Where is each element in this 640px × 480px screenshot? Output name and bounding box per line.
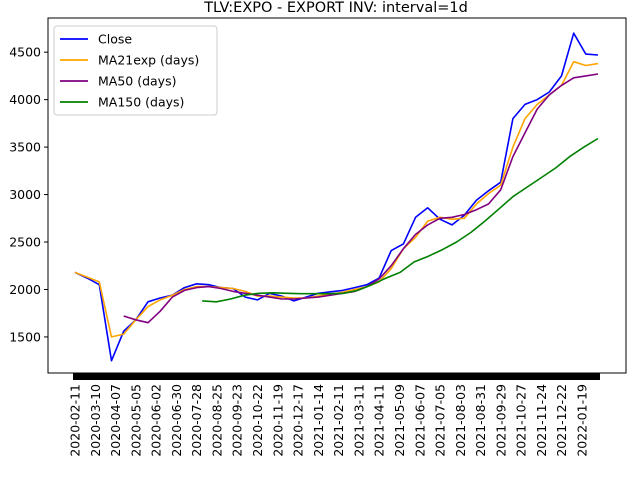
- y-tick-label: 4000: [9, 92, 41, 107]
- x-tick-label: 2021-06-07: [412, 384, 427, 457]
- y-axis: 1500 2000 2500 3000 3500 4000 4500: [9, 45, 48, 344]
- x-tick-label: 2020-09-23: [230, 384, 245, 457]
- x-tick-label: 2021-10-27: [514, 384, 529, 457]
- chart-title: TLV:EXPO - EXPORT INV: interval=1d: [203, 0, 468, 16]
- x-tick-marks: [73, 373, 600, 380]
- x-axis: 2020-02-11 2020-03-10 2020-04-07 2020-05-05…: [68, 373, 600, 457]
- x-tick-label: 2021-05-09: [392, 384, 407, 457]
- x-tick-label: 2020-12-17: [291, 384, 306, 457]
- x-tick-label: 2021-01-14: [311, 384, 326, 457]
- x-tick-label: 2020-04-07: [108, 384, 123, 457]
- x-tick-label: 2021-11-24: [534, 384, 549, 457]
- x-tick-label: 2021-02-11: [331, 384, 346, 457]
- x-tick-label: 2021-08-03: [453, 384, 468, 457]
- legend-box: [53, 25, 218, 116]
- series-layer: [74, 32, 599, 362]
- x-tick-label: 2020-06-02: [149, 384, 164, 457]
- y-tick-label: 1500: [9, 329, 41, 344]
- y-tick-label: 2000: [9, 282, 41, 297]
- x-tick-label: 2020-10-22: [250, 384, 265, 457]
- y-tick-label: 2500: [9, 235, 41, 250]
- x-tick-label: 2020-03-10: [88, 384, 103, 457]
- legend-label: MA150 (days): [98, 95, 184, 110]
- x-tick-label: 2021-04-11: [372, 384, 387, 457]
- legend: Close MA21exp (days) MA50 (days) MA150 (day…: [53, 25, 218, 116]
- y-tick-label: 4500: [9, 45, 41, 60]
- x-tick-label: 2020-11-19: [270, 384, 285, 457]
- x-tick-label: 2020-02-11: [68, 384, 83, 457]
- series-line-ma150-days: [202, 137, 599, 303]
- x-tick-label: 2020-08-25: [209, 384, 224, 457]
- legend-label: MA21exp (days): [98, 53, 199, 68]
- x-tick-label: 2021-03-11: [351, 384, 366, 457]
- legend-label: MA50 (days): [98, 74, 176, 89]
- x-tick-label: 2020-07-28: [189, 384, 204, 457]
- x-tick-label: 2021-07-05: [433, 384, 448, 457]
- y-tick-label: 3000: [9, 187, 41, 202]
- x-tick-label: 2022-01-19: [575, 384, 590, 457]
- series-line-close: [74, 32, 599, 362]
- x-tick-label: 2021-08-31: [473, 384, 488, 457]
- y-tick-label: 3500: [9, 140, 41, 155]
- legend-label: Close: [98, 32, 132, 47]
- x-tick-label: 2020-06-30: [169, 384, 184, 457]
- x-tick-label: 2020-05-05: [128, 384, 143, 457]
- x-tick-label: 2021-09-29: [493, 384, 508, 457]
- x-tick-label: 2021-12-22: [554, 384, 569, 457]
